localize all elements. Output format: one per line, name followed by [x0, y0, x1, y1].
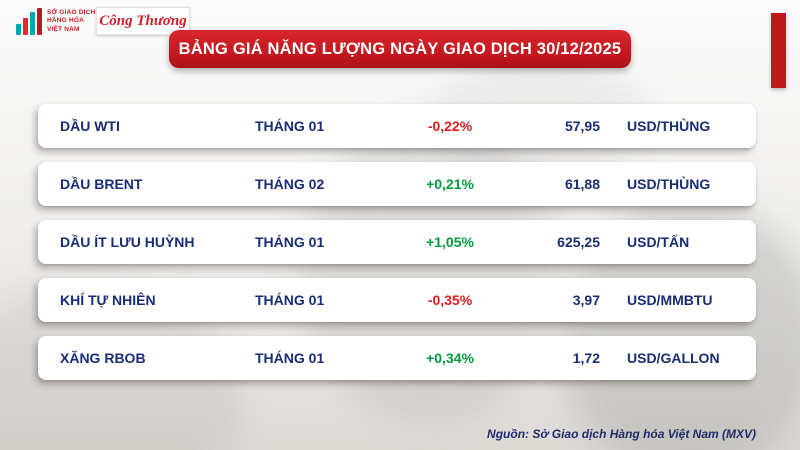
- commodity-name: DẦU BRENT: [60, 176, 143, 192]
- table-row: DẦU BRENT THÁNG 02 +0,21% 61,88 USD/THÙN…: [38, 162, 756, 206]
- table-row: DẦU ÍT LƯU HUỲNH THÁNG 01 +1,05% 625,25 …: [38, 220, 756, 264]
- contract-month: THÁNG 02: [255, 176, 325, 192]
- price-value: 61,88: [564, 176, 600, 192]
- price-unit: USD/GALLON: [627, 350, 720, 366]
- contract-month: THÁNG 01: [255, 118, 325, 134]
- price-unit: USD/MMBTU: [627, 292, 713, 308]
- price-value: 3,97: [572, 292, 600, 308]
- commodity-name: KHÍ TỰ NHIÊN: [60, 292, 156, 308]
- price-unit: USD/THÙNG: [627, 118, 711, 134]
- percent-change: -0,35%: [427, 292, 473, 308]
- commodity-name: DẦU ÍT LƯU HUỲNH: [60, 234, 195, 250]
- percent-change: +1,05%: [426, 234, 474, 250]
- mxv-bars-icon: [16, 8, 42, 35]
- title-banner: BẢNG GIÁ NĂNG LƯỢNG NGÀY GIAO DỊCH 30/12…: [169, 30, 631, 68]
- page-title: BẢNG GIÁ NĂNG LƯỢNG NGÀY GIAO DỊCH 30/12…: [178, 39, 622, 58]
- red-corner-ribbon: [771, 13, 786, 88]
- percent-change: +0,21%: [426, 176, 474, 192]
- contract-month: THÁNG 01: [255, 292, 325, 308]
- percent-change: -0,22%: [427, 118, 473, 134]
- contract-month: THÁNG 01: [255, 350, 325, 366]
- source-credit: Nguồn: Sở Giao dịch Hàng hóa Việt Nam (M…: [487, 427, 756, 441]
- commodity-name: XĂNG RBOB: [60, 350, 146, 366]
- congthuong-logo: Công Thương: [96, 7, 190, 35]
- table-row: DẦU WTI THÁNG 01 -0,22% 57,95 USD/THÙNG: [38, 104, 756, 148]
- table-row: XĂNG RBOB THÁNG 01 +0,34% 1,72 USD/GALLO…: [38, 336, 756, 380]
- price-value: 625,25: [557, 234, 600, 250]
- price-value: 57,95: [564, 118, 600, 134]
- mxv-logo: SỞ GIAO DỊCH HÀNG HÓA VIỆT NAM: [16, 8, 95, 35]
- price-value: 1,72: [572, 350, 600, 366]
- mxv-logo-text: SỞ GIAO DỊCH HÀNG HÓA VIỆT NAM: [47, 9, 95, 33]
- commodity-name: DẦU WTI: [60, 118, 120, 134]
- contract-month: THÁNG 01: [255, 234, 325, 250]
- table-row: KHÍ TỰ NHIÊN THÁNG 01 -0,35% 3,97 USD/MM…: [38, 278, 756, 322]
- mxv-logo-line: HÀNG HÓA: [47, 17, 84, 25]
- percent-change: +0,34%: [426, 350, 474, 366]
- mxv-logo-line: SỞ GIAO DỊCH: [47, 9, 96, 17]
- congthuong-logo-text: Công Thương: [99, 12, 187, 29]
- price-unit: USD/THÙNG: [627, 176, 711, 192]
- price-table: DẦU WTI THÁNG 01 -0,22% 57,95 USD/THÙNG …: [38, 104, 756, 380]
- mxv-logo-line: VIỆT NAM: [47, 25, 80, 33]
- price-unit: USD/TẤN: [627, 234, 690, 250]
